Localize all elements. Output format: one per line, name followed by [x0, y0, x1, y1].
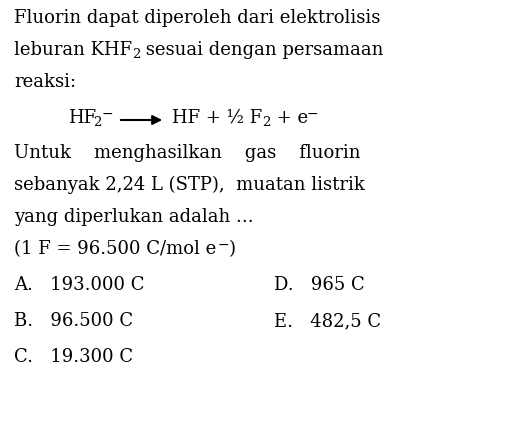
- Text: Untuk    menghasilkan    gas    fluorin: Untuk menghasilkan gas fluorin: [14, 144, 361, 162]
- Text: sebanyak 2,24 L (STP),  muatan listrik: sebanyak 2,24 L (STP), muatan listrik: [14, 176, 365, 194]
- Text: −: −: [102, 107, 114, 121]
- Text: D.   965 C: D. 965 C: [274, 276, 365, 294]
- Text: yang diperlukan adalah ...: yang diperlukan adalah ...: [14, 208, 254, 226]
- Text: HF: HF: [68, 109, 96, 127]
- Text: (1 F = 96.500 C/mol e: (1 F = 96.500 C/mol e: [14, 240, 216, 258]
- Text: leburan KHF: leburan KHF: [14, 41, 132, 59]
- Text: E.   482,5 C: E. 482,5 C: [274, 312, 381, 330]
- Text: −: −: [307, 107, 319, 121]
- Text: A.   193.000 C: A. 193.000 C: [14, 276, 145, 294]
- Text: Fluorin dapat diperoleh dari elektrolisis: Fluorin dapat diperoleh dari elektrolisi…: [14, 9, 380, 27]
- Text: HF + ½ F: HF + ½ F: [172, 109, 262, 127]
- Text: ): ): [229, 240, 236, 258]
- Text: sesuai dengan persamaan: sesuai dengan persamaan: [140, 41, 384, 59]
- Text: −: −: [218, 238, 230, 252]
- Text: + e: + e: [271, 109, 308, 127]
- Text: C.   19.300 C: C. 19.300 C: [14, 348, 133, 366]
- Text: 2: 2: [132, 48, 140, 61]
- Text: 2: 2: [93, 116, 101, 129]
- Text: 2: 2: [262, 116, 270, 129]
- Text: B.   96.500 C: B. 96.500 C: [14, 312, 133, 330]
- Text: reaksi:: reaksi:: [14, 73, 76, 91]
